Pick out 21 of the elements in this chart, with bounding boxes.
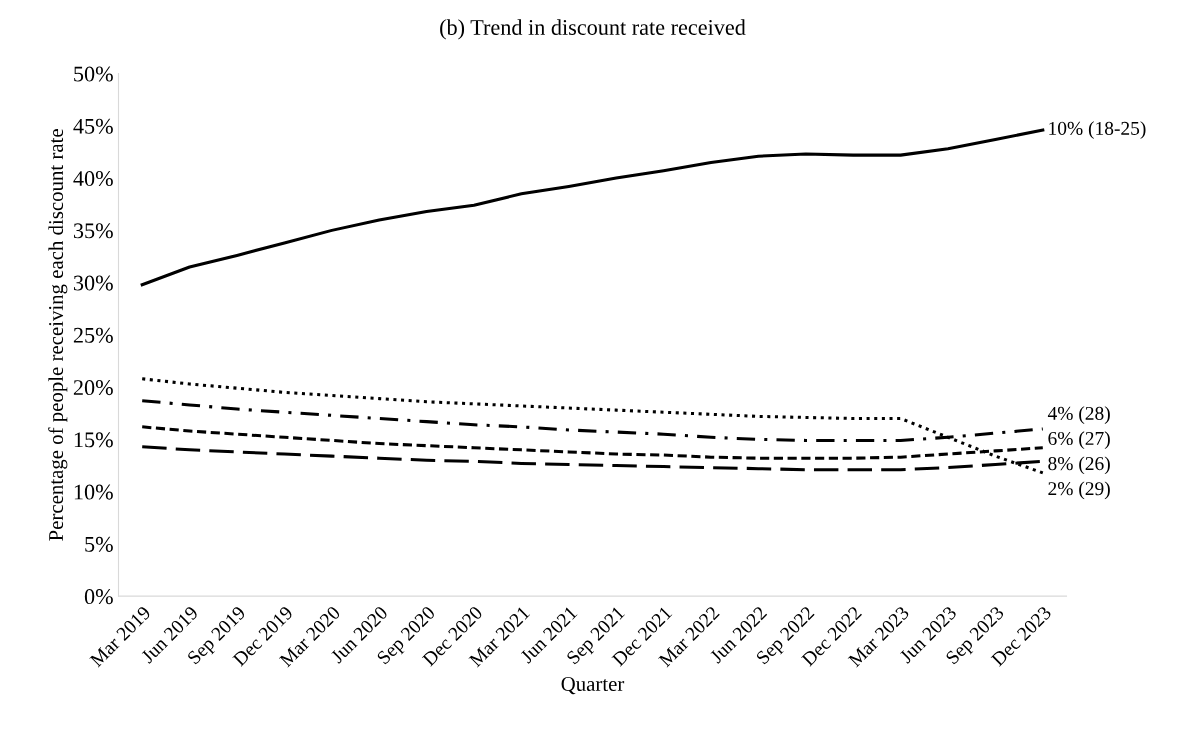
x-axis-title: Quarter bbox=[561, 677, 625, 695]
y-tick-label: 35% bbox=[73, 223, 113, 239]
y-tick-label: 20% bbox=[73, 380, 113, 396]
y-tick-label: 30% bbox=[73, 275, 113, 291]
series-label: 6% (27) bbox=[1048, 431, 1110, 449]
chart-title: (b) Trend in discount rate received bbox=[440, 19, 746, 40]
y-tick-label: 15% bbox=[74, 432, 113, 448]
line-series bbox=[140, 377, 1045, 475]
y-tick-label: 5% bbox=[85, 536, 113, 552]
y-tick-label: 0% bbox=[84, 589, 113, 605]
series-label: 10% (18-25) bbox=[1049, 121, 1146, 139]
y-tick-label: 50% bbox=[74, 66, 113, 82]
y-tick-label: 25% bbox=[73, 327, 113, 343]
series-label: 8% (26) bbox=[1048, 456, 1110, 475]
y-tick-label: 10% bbox=[74, 484, 113, 500]
y-axis-title: Percentage of people receiving each discount rate bbox=[48, 129, 68, 541]
series-label: 2% (29) bbox=[1048, 481, 1110, 500]
y-tick-label: 40% bbox=[73, 171, 113, 187]
line-series bbox=[140, 128, 1045, 287]
y-tick-label: 45% bbox=[73, 118, 113, 134]
series-label: 4% (28) bbox=[1047, 406, 1110, 424]
